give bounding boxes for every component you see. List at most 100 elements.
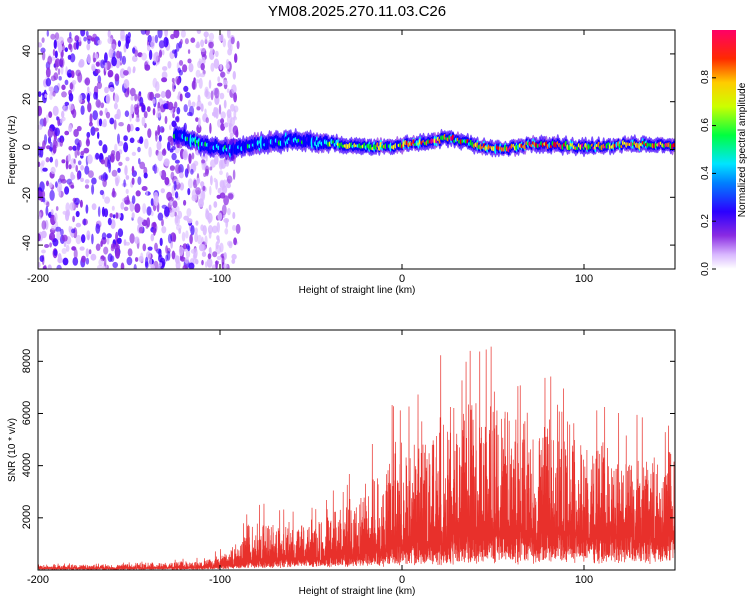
noise-cell bbox=[215, 241, 219, 250]
noise-cell bbox=[152, 108, 156, 116]
noise-cell bbox=[117, 237, 122, 244]
noise-cell bbox=[54, 50, 58, 59]
noise-cell bbox=[174, 49, 178, 59]
noise-cell bbox=[167, 141, 171, 151]
noise-cell bbox=[185, 249, 191, 258]
noise-cell bbox=[218, 104, 222, 115]
noise-cell bbox=[55, 206, 59, 211]
noise-cell bbox=[131, 151, 137, 156]
noise-cell bbox=[38, 261, 41, 268]
noise-cell bbox=[235, 130, 239, 138]
noise-cell bbox=[100, 174, 104, 182]
noise-cell bbox=[194, 259, 199, 265]
noise-cell bbox=[222, 79, 228, 85]
noise-cell bbox=[70, 174, 76, 180]
colorbar-tick: 0.6 bbox=[700, 118, 711, 132]
noise-cell bbox=[125, 40, 129, 49]
noise-cell bbox=[98, 258, 104, 267]
noise-cell bbox=[227, 39, 232, 50]
noise-cell bbox=[196, 41, 200, 48]
noise-cell bbox=[70, 70, 75, 79]
noise-cell bbox=[150, 210, 154, 217]
noise-cell bbox=[95, 243, 101, 251]
noise-cell bbox=[201, 159, 206, 164]
noise-cell bbox=[57, 68, 61, 76]
noise-cell bbox=[91, 233, 94, 245]
noise-cell bbox=[77, 160, 82, 166]
noise-cell bbox=[101, 232, 107, 240]
noise-cell bbox=[184, 92, 191, 99]
noise-cell bbox=[120, 202, 125, 210]
noise-cell bbox=[201, 244, 206, 252]
noise-cell bbox=[85, 204, 89, 214]
noise-cell bbox=[107, 217, 112, 226]
noise-cell bbox=[138, 226, 144, 234]
noise-cell bbox=[56, 230, 61, 241]
noise-cell bbox=[190, 249, 197, 254]
noise-cell bbox=[98, 140, 103, 146]
noise-cell bbox=[140, 30, 147, 35]
noise-cell bbox=[213, 58, 220, 69]
noise-cell bbox=[226, 182, 232, 189]
noise-cell bbox=[196, 30, 202, 34]
noise-cell bbox=[198, 117, 201, 128]
noise-cell bbox=[120, 262, 125, 269]
noise-cell bbox=[227, 48, 233, 56]
noise-cell bbox=[113, 119, 117, 130]
noise-cell bbox=[103, 246, 109, 255]
noise-cell bbox=[90, 37, 96, 42]
noise-cell bbox=[173, 30, 180, 39]
noise-cell bbox=[200, 103, 204, 112]
noise-cell bbox=[99, 110, 103, 116]
noise-cell bbox=[201, 259, 204, 266]
noise-cell bbox=[97, 39, 102, 45]
chart-title: YM08.2025.270.11.03.C26 bbox=[268, 3, 446, 20]
noise-cell bbox=[222, 38, 226, 48]
noise-cell bbox=[179, 172, 184, 179]
noise-cell bbox=[72, 108, 77, 119]
noise-cell bbox=[201, 56, 206, 65]
noise-cell bbox=[61, 110, 65, 118]
noise-cell bbox=[42, 197, 46, 203]
noise-cell bbox=[38, 42, 43, 48]
colorbar-tick: 0.8 bbox=[700, 70, 711, 84]
noise-cell bbox=[171, 77, 175, 83]
noise-cell bbox=[219, 180, 225, 190]
bottom-x-axis-label: Height of straight line (km) bbox=[299, 586, 416, 597]
noise-cell bbox=[202, 185, 206, 192]
noise-cell bbox=[159, 171, 163, 177]
noise-cell bbox=[204, 108, 207, 115]
noise-cell bbox=[219, 192, 226, 199]
noise-cell bbox=[41, 249, 46, 254]
noise-cell bbox=[191, 101, 196, 108]
noise-cell bbox=[186, 218, 193, 224]
noise-cell bbox=[39, 181, 45, 192]
noise-cell bbox=[187, 111, 193, 117]
noise-cell bbox=[169, 124, 172, 131]
noise-cell bbox=[165, 254, 169, 262]
noise-cell bbox=[80, 165, 84, 171]
noise-cell bbox=[72, 145, 77, 151]
snr-plot-area bbox=[38, 346, 675, 570]
noise-cell bbox=[150, 264, 155, 269]
noise-cell bbox=[220, 71, 226, 78]
noise-cell bbox=[62, 104, 66, 111]
noise-cell bbox=[134, 236, 140, 244]
noise-cell bbox=[73, 248, 78, 260]
noise-cell bbox=[71, 80, 77, 85]
noise-cell bbox=[38, 145, 41, 156]
noise-cell bbox=[160, 169, 167, 181]
noise-cell bbox=[93, 91, 98, 100]
noise-cell bbox=[58, 76, 62, 81]
noise-cell bbox=[74, 197, 80, 205]
noise-cell bbox=[184, 38, 189, 45]
noise-cell bbox=[129, 137, 135, 144]
noise-cell bbox=[83, 147, 90, 154]
noise-cell bbox=[38, 124, 43, 130]
noise-cell bbox=[231, 84, 237, 94]
noise-cell bbox=[121, 55, 127, 65]
noise-cell bbox=[64, 47, 69, 53]
noise-cell bbox=[130, 95, 134, 101]
noise-cell bbox=[207, 212, 213, 223]
bottom-x-tick: 100 bbox=[575, 574, 593, 586]
